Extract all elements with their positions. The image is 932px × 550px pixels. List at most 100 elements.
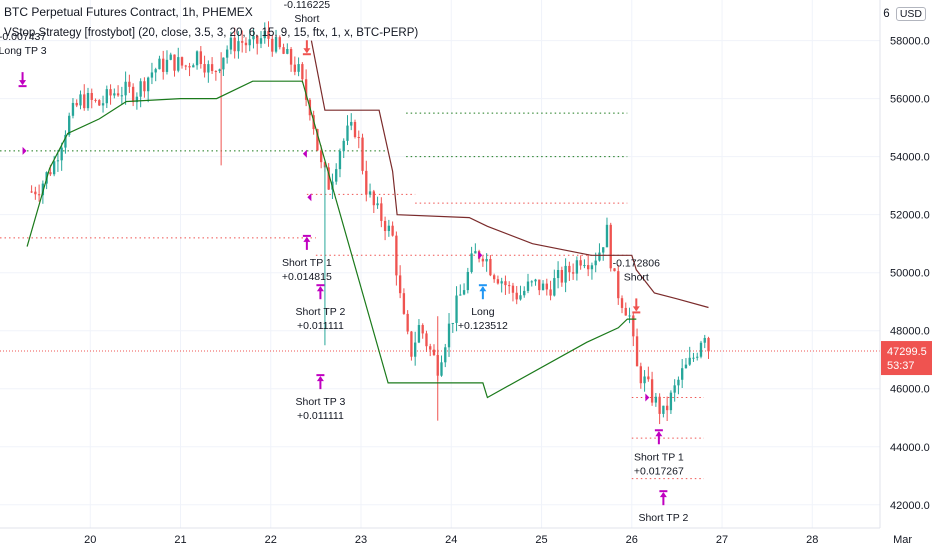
candle-body xyxy=(639,366,642,384)
signal-label-value: +0.123512 xyxy=(458,320,508,332)
candle-body xyxy=(135,96,139,103)
y-tick-label: 48000.0 xyxy=(890,326,930,338)
candle-body xyxy=(139,81,142,97)
candle-body xyxy=(455,295,458,323)
candle-body xyxy=(282,47,285,54)
candle-body xyxy=(147,77,150,92)
candle-body xyxy=(252,35,255,40)
candle-body xyxy=(154,69,157,73)
candle-body xyxy=(83,94,86,109)
candle-body xyxy=(707,337,710,352)
candle-body xyxy=(541,283,545,291)
candle-body xyxy=(124,81,127,96)
candle-body xyxy=(75,102,78,106)
candle-body xyxy=(248,39,251,46)
signal-label-name: Long TP 3 xyxy=(0,45,47,57)
candle-body xyxy=(462,290,466,295)
candle-body xyxy=(327,167,330,190)
current-price-value: 47299.5 xyxy=(887,346,927,358)
candle-body xyxy=(188,66,191,68)
candle-body xyxy=(30,191,33,193)
candle-body xyxy=(199,51,202,65)
signal-label-value: -0.116225 xyxy=(284,0,331,11)
candle-body xyxy=(628,315,631,317)
x-tick-label: 28 xyxy=(806,534,818,546)
candle-body xyxy=(568,265,571,273)
signal-label-name: Long xyxy=(471,306,495,318)
candle-body xyxy=(602,247,605,253)
candle-body xyxy=(289,49,293,65)
currency-label: USD xyxy=(895,7,926,21)
candle-body xyxy=(515,292,518,300)
signal-label-name: Short TP 1 xyxy=(634,451,684,463)
candle-body xyxy=(699,342,703,357)
candle-body xyxy=(207,64,210,73)
candle-body xyxy=(590,265,594,270)
vstop-support-line xyxy=(26,80,637,399)
candle-body xyxy=(237,41,240,52)
candle-body xyxy=(225,49,229,58)
candle-body xyxy=(353,121,357,138)
candle-body xyxy=(271,38,274,52)
candle-body xyxy=(624,307,627,316)
y-tick-label: 44000.0 xyxy=(890,442,930,454)
candle-body xyxy=(94,99,97,101)
candle-body xyxy=(526,281,530,291)
candle-body xyxy=(688,357,691,365)
signal-label-name: Short xyxy=(624,271,649,283)
candle-body xyxy=(79,94,82,106)
candle-body xyxy=(594,260,597,266)
candle-body xyxy=(150,72,154,78)
x-tick-label: 20 xyxy=(84,534,96,546)
candle-body xyxy=(323,162,327,168)
candle-body xyxy=(346,125,349,141)
candle-body xyxy=(421,325,424,334)
signal-label-name: Short TP 2 xyxy=(638,512,688,524)
candle-body xyxy=(120,95,124,97)
candle-body xyxy=(180,57,184,66)
candle-body xyxy=(177,57,180,71)
current-price-badge xyxy=(881,341,932,376)
candle-body xyxy=(703,337,706,343)
candle-body xyxy=(444,347,447,363)
candle-body xyxy=(286,49,289,54)
candle-body xyxy=(49,172,52,175)
candle-body xyxy=(519,295,522,300)
candle-body xyxy=(665,405,669,411)
candle-body xyxy=(86,93,90,109)
candle-body xyxy=(342,140,345,152)
candle-body xyxy=(605,224,609,248)
indicator-legend[interactable]: VStop Strategy [frostybot] (20, close, 3… xyxy=(4,27,419,39)
candle-body xyxy=(556,270,560,279)
candle-body xyxy=(560,270,564,283)
stop-marker-icon xyxy=(22,146,27,155)
candle-body xyxy=(365,170,368,195)
candle-body xyxy=(417,325,421,343)
candle-body xyxy=(613,268,616,272)
signal-label-name: Short TP 3 xyxy=(296,396,346,408)
candle-body xyxy=(241,41,244,43)
candle-body xyxy=(432,349,436,356)
y-tick-label: 56000.0 xyxy=(890,94,930,106)
candle-body xyxy=(372,191,375,206)
candle-body xyxy=(673,385,676,393)
candle-body xyxy=(647,376,650,380)
candle-body xyxy=(335,169,338,182)
candle-body xyxy=(406,313,409,332)
candle-body xyxy=(677,379,680,386)
candle-body xyxy=(534,279,537,282)
candle-body xyxy=(391,225,394,236)
candle-body xyxy=(508,285,511,287)
candle-body xyxy=(470,253,473,272)
y-tick-label: 46000.0 xyxy=(890,384,930,396)
candle-body xyxy=(267,31,270,39)
candle-body xyxy=(620,298,624,308)
candle-body xyxy=(511,285,515,293)
currency-selector[interactable]: 6 USD xyxy=(883,7,926,21)
candle-body xyxy=(658,396,661,414)
signal-label-value: -0.172806 xyxy=(613,257,660,269)
candle-body xyxy=(169,54,172,60)
candle-body xyxy=(402,293,406,314)
